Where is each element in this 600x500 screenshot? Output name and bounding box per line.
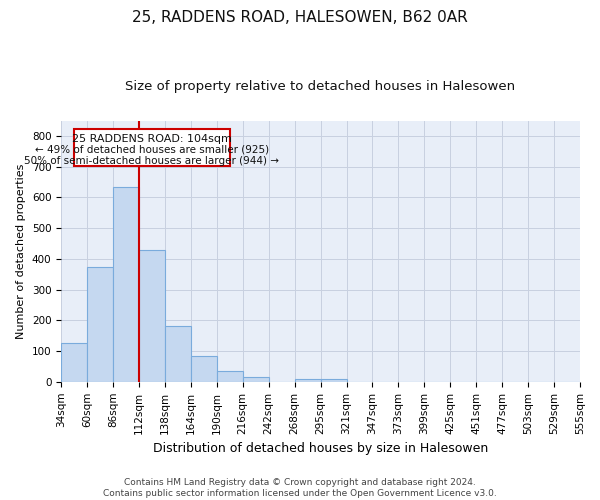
Text: Contains HM Land Registry data © Crown copyright and database right 2024.
Contai: Contains HM Land Registry data © Crown c… <box>103 478 497 498</box>
Bar <box>165 326 191 382</box>
Bar <box>139 250 165 382</box>
Text: ← 49% of detached houses are smaller (925): ← 49% of detached houses are smaller (92… <box>35 145 269 155</box>
Y-axis label: Number of detached properties: Number of detached properties <box>16 164 26 339</box>
Bar <box>87 266 113 382</box>
X-axis label: Distribution of detached houses by size in Halesowen: Distribution of detached houses by size … <box>153 442 488 455</box>
Bar <box>61 344 87 382</box>
Bar <box>295 380 320 382</box>
Text: 50% of semi-detached houses are larger (944) →: 50% of semi-detached houses are larger (… <box>25 156 280 166</box>
Bar <box>113 186 139 382</box>
Text: 25 RADDENS ROAD: 104sqm: 25 RADDENS ROAD: 104sqm <box>72 134 232 144</box>
Bar <box>243 377 269 382</box>
FancyBboxPatch shape <box>74 130 230 166</box>
Bar <box>217 371 243 382</box>
Bar <box>191 356 217 382</box>
Text: 25, RADDENS ROAD, HALESOWEN, B62 0AR: 25, RADDENS ROAD, HALESOWEN, B62 0AR <box>132 10 468 25</box>
Title: Size of property relative to detached houses in Halesowen: Size of property relative to detached ho… <box>125 80 515 93</box>
Bar <box>320 378 347 382</box>
